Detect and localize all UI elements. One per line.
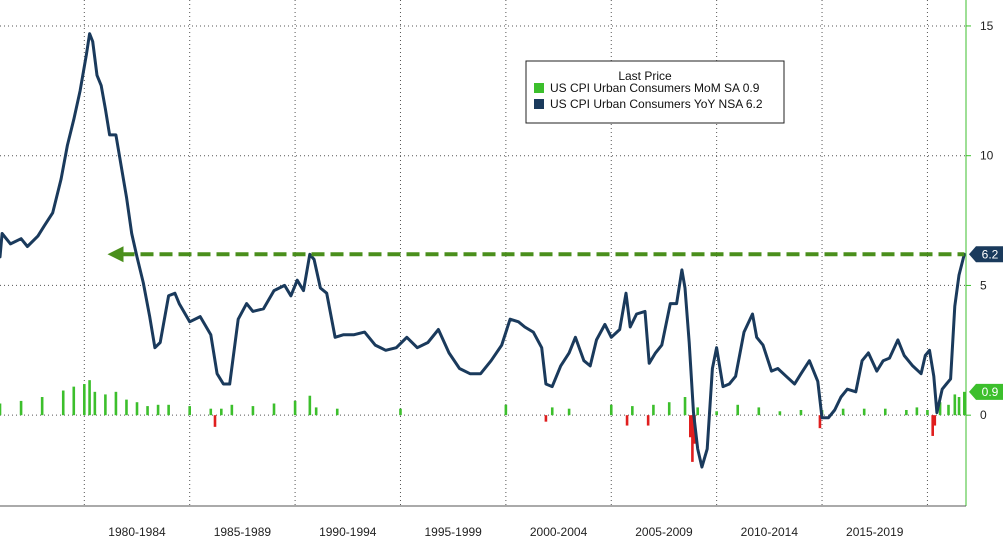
mom-bar-16: [209, 408, 213, 416]
badge-yoy: 6.2: [969, 246, 1003, 263]
legend-box: [525, 60, 785, 124]
mom-bar-21: [272, 403, 276, 416]
mom-bar-1: [19, 400, 23, 416]
mom-bar-26: [399, 408, 402, 416]
mom-bar-23: [308, 395, 312, 416]
x-period-label: 2005-2009: [635, 525, 693, 539]
y-tick-label: 0: [980, 408, 987, 422]
yoy-line: [0, 32, 966, 469]
x-period-label: 2015-2019: [846, 525, 904, 539]
mom-bar-34: [646, 415, 650, 426]
badge-mom: 0.9: [969, 383, 1003, 400]
mom-bar-14: [167, 404, 170, 416]
x-period-label: 1995-1999: [424, 525, 482, 539]
mom-bar-31: [609, 404, 613, 416]
mom-bar-2: [40, 397, 44, 416]
mom-bar-61: [963, 391, 966, 416]
mom-bar-3: [61, 390, 65, 416]
badge-label-mom: 0.9: [982, 385, 999, 399]
mom-bar-28: [544, 415, 548, 422]
mom-bar-22: [293, 400, 297, 416]
mom-bar-8: [104, 394, 107, 416]
mom-bar-57: [938, 402, 942, 416]
mom-bar-35: [652, 404, 655, 416]
reference-line-layer: [107, 246, 965, 263]
mom-bar-59: [953, 394, 957, 416]
mom-bar-41: [696, 407, 699, 416]
reference-arrowhead: [107, 246, 124, 263]
mom-bar-43: [736, 404, 740, 416]
x-period-label: 1985-1989: [214, 525, 272, 539]
mom-bar-42: [715, 411, 718, 416]
mom-bar-38: [689, 415, 692, 438]
legend-title: Last Price: [618, 69, 672, 83]
mom-bar-12: [146, 406, 149, 416]
mom-bar-60: [957, 397, 961, 416]
mom-bar-11: [135, 402, 139, 416]
mom-bar-58: [947, 404, 950, 416]
mom-bar-25: [335, 408, 339, 416]
mom-bar-0: [0, 403, 2, 416]
mom-bar-9: [114, 391, 118, 416]
mom-bar-5: [83, 384, 86, 416]
y-tick-label: 5: [980, 278, 987, 292]
x-period-label: 1990-1994: [319, 525, 377, 539]
x-period-label: 2010-2014: [741, 525, 799, 539]
value-badges: 6.2 0.9: [969, 246, 1003, 400]
mom-bar-13: [156, 404, 160, 416]
mom-bar-50: [862, 408, 866, 416]
mom-bar-17: [213, 415, 217, 427]
mom-bar-15: [188, 406, 192, 416]
x-period-label: 1980-1984: [108, 525, 166, 539]
badge-shape-yoy: [969, 246, 1003, 263]
mom-bar-44: [757, 407, 761, 416]
mom-bar-7: [93, 391, 97, 416]
mom-bar-37: [683, 397, 687, 416]
mom-bar-4: [72, 386, 76, 416]
mom-bars: [0, 380, 966, 462]
mom-bar-19: [230, 404, 234, 416]
legend-swatch-0: [534, 83, 544, 93]
legend-swatch-1: [534, 99, 544, 109]
mom-bar-39: [691, 415, 694, 462]
mom-bar-18: [220, 408, 223, 416]
mom-bar-24: [314, 407, 318, 416]
mom-bar-10: [125, 399, 128, 416]
mom-bar-46: [799, 409, 803, 416]
legend-entry-1: US CPI Urban Consumers YoY NSA 6.2: [550, 97, 763, 111]
legend-entry-0: US CPI Urban Consumers MoM SA 0.9: [550, 81, 760, 95]
badge-shape-mom: [969, 383, 1003, 400]
mom-bar-6: [88, 380, 91, 416]
yoy-line-layer: [0, 32, 966, 469]
mom-bar-36: [667, 402, 671, 416]
badge-label-yoy: 6.2: [982, 247, 999, 261]
mom-bar-56: [933, 415, 937, 426]
mom-bar-20: [251, 406, 255, 416]
mom-bar-32: [625, 415, 629, 426]
x-period-label: 2000-2004: [530, 525, 588, 539]
mom-bar-52: [905, 409, 908, 416]
mom-bar-30: [567, 408, 571, 416]
mom-bar-51: [883, 408, 887, 416]
mom-bar-27: [504, 404, 508, 416]
mom-bar-45: [778, 411, 782, 416]
mom-bar-54: [926, 409, 929, 416]
mom-bar-49: [841, 408, 845, 416]
mom-bar-47: [818, 415, 822, 429]
y-tick-label: 15: [980, 19, 994, 33]
mom-bar-29: [550, 407, 554, 416]
mom-bar-33: [631, 406, 634, 416]
y-tick-label: 10: [980, 149, 994, 163]
mom-bar-53: [915, 407, 919, 416]
mom-bar-55: [931, 415, 934, 436]
